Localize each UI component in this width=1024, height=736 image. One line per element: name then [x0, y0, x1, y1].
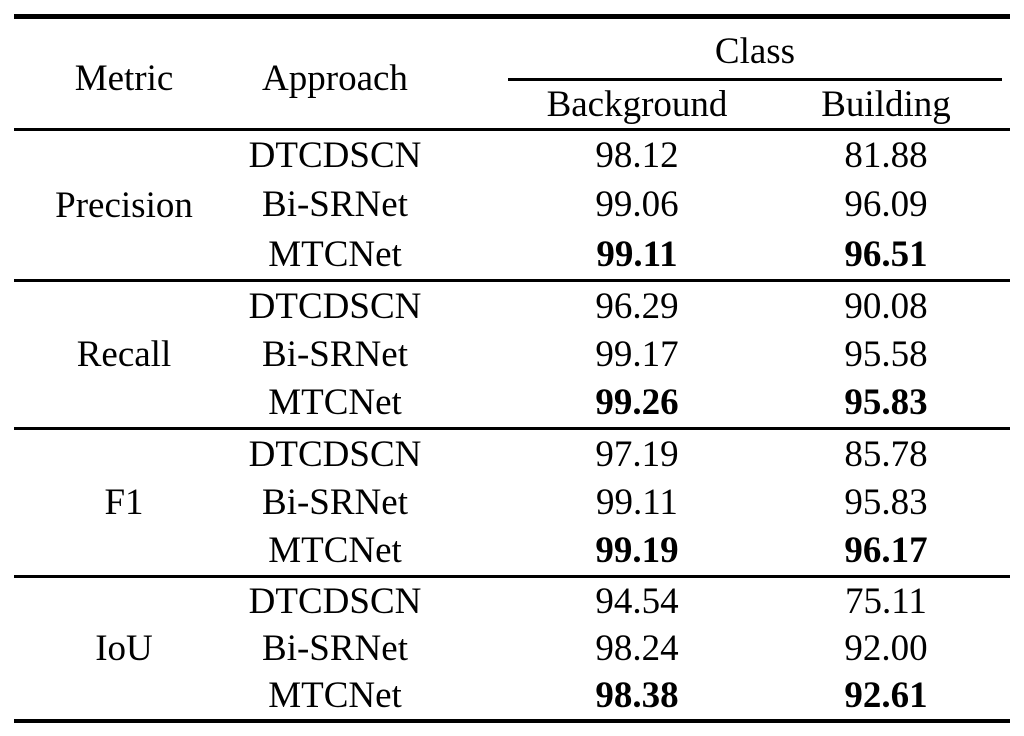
approach-column-header: Approach [262, 57, 408, 99]
class-group-header: Class [714, 30, 796, 72]
building-value-cell: 95.83 [844, 382, 928, 424]
approach-cell: DTCDSCN [248, 285, 422, 327]
group-separator-rule [14, 427, 1010, 430]
table-row: Bi-SRNet 99.17 95.58 [0, 330, 1024, 378]
building-value-cell: 96.09 [844, 184, 928, 226]
metric-group-precision: Precision DTCDSCN 98.12 81.88 Bi-SRNet 9… [0, 131, 1024, 279]
approach-cell: DTCDSCN [248, 433, 422, 475]
building-value-cell: 96.17 [844, 530, 928, 572]
background-value-cell: 98.24 [595, 628, 679, 669]
building-value-cell: 96.51 [844, 233, 928, 275]
building-value-cell: 85.78 [844, 433, 928, 475]
table-row: MTCNet 99.11 96.51 [0, 230, 1024, 279]
approach-cell: MTCNet [268, 233, 402, 275]
background-value-cell: 99.17 [595, 333, 679, 375]
metric-group-f1: F1 DTCDSCN 97.19 85.78 Bi-SRNet 99.11 95… [0, 430, 1024, 575]
background-value-cell: 98.38 [595, 675, 679, 716]
metric-label: IoU [95, 628, 153, 669]
building-value-cell: 75.11 [845, 581, 927, 622]
approach-cell: Bi-SRNet [262, 184, 408, 226]
approach-cell: MTCNet [268, 530, 402, 572]
group-separator-rule [14, 279, 1010, 282]
approach-cell: Bi-SRNet [262, 628, 408, 669]
table-row: Bi-SRNet 99.06 96.09 [0, 180, 1024, 229]
header-bottom-rule [14, 128, 1010, 131]
metric-column-header: Metric [74, 57, 174, 99]
table-bottom-rule [14, 719, 1010, 723]
metric-group-iou: IoU DTCDSCN 94.54 75.11 Bi-SRNet 98.24 9… [0, 578, 1024, 719]
approach-cell: MTCNet [268, 382, 402, 424]
building-value-cell: 95.83 [844, 481, 928, 523]
background-value-cell: 96.29 [595, 285, 679, 327]
table-row: DTCDSCN 98.12 81.88 [0, 131, 1024, 180]
table-row: DTCDSCN 94.54 75.11 [0, 578, 1024, 625]
table-row: MTCNet 98.38 92.61 [0, 672, 1024, 719]
approach-cell: Bi-SRNet [262, 333, 408, 375]
building-value-cell: 90.08 [844, 285, 928, 327]
building-value-cell: 81.88 [844, 135, 928, 177]
table-row: DTCDSCN 97.19 85.78 [0, 430, 1024, 478]
metric-group-recall: Recall DTCDSCN 96.29 90.08 Bi-SRNet 99.1… [0, 282, 1024, 427]
background-value-cell: 94.54 [595, 581, 679, 622]
background-value-cell: 99.06 [595, 184, 679, 226]
class-group-underline-rule [508, 78, 1002, 81]
building-value-cell: 92.61 [844, 675, 928, 716]
background-value-cell: 99.11 [596, 481, 678, 523]
metric-label: F1 [104, 482, 144, 523]
background-column-header: Background [546, 83, 728, 125]
building-value-cell: 95.58 [844, 333, 928, 375]
building-column-header: Building [821, 83, 951, 125]
background-value-cell: 99.19 [595, 530, 679, 572]
table-row: MTCNet 99.19 96.17 [0, 527, 1024, 575]
table-row: Bi-SRNet 98.24 92.00 [0, 625, 1024, 672]
approach-cell: DTCDSCN [248, 135, 422, 177]
background-value-cell: 99.26 [595, 382, 679, 424]
table-top-rule [14, 14, 1010, 19]
approach-cell: MTCNet [268, 675, 402, 716]
approach-cell: DTCDSCN [248, 581, 422, 622]
table-row: MTCNet 99.26 95.83 [0, 379, 1024, 427]
table-row: Bi-SRNet 99.11 95.83 [0, 478, 1024, 526]
table-row: DTCDSCN 96.29 90.08 [0, 282, 1024, 330]
background-value-cell: 97.19 [595, 433, 679, 475]
group-separator-rule [14, 575, 1010, 578]
background-value-cell: 99.11 [596, 233, 678, 275]
building-value-cell: 92.00 [844, 628, 928, 669]
background-value-cell: 98.12 [595, 135, 679, 177]
metric-label: Recall [76, 334, 172, 375]
metric-label: Precision [55, 184, 193, 226]
approach-cell: Bi-SRNet [262, 481, 408, 523]
